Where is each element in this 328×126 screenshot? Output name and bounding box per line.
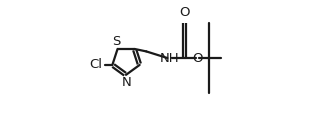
Text: S: S (113, 35, 121, 48)
Text: O: O (179, 6, 190, 19)
Text: O: O (192, 52, 202, 65)
Text: N: N (122, 76, 132, 89)
Text: Cl: Cl (89, 58, 102, 71)
Text: NH: NH (160, 52, 179, 65)
